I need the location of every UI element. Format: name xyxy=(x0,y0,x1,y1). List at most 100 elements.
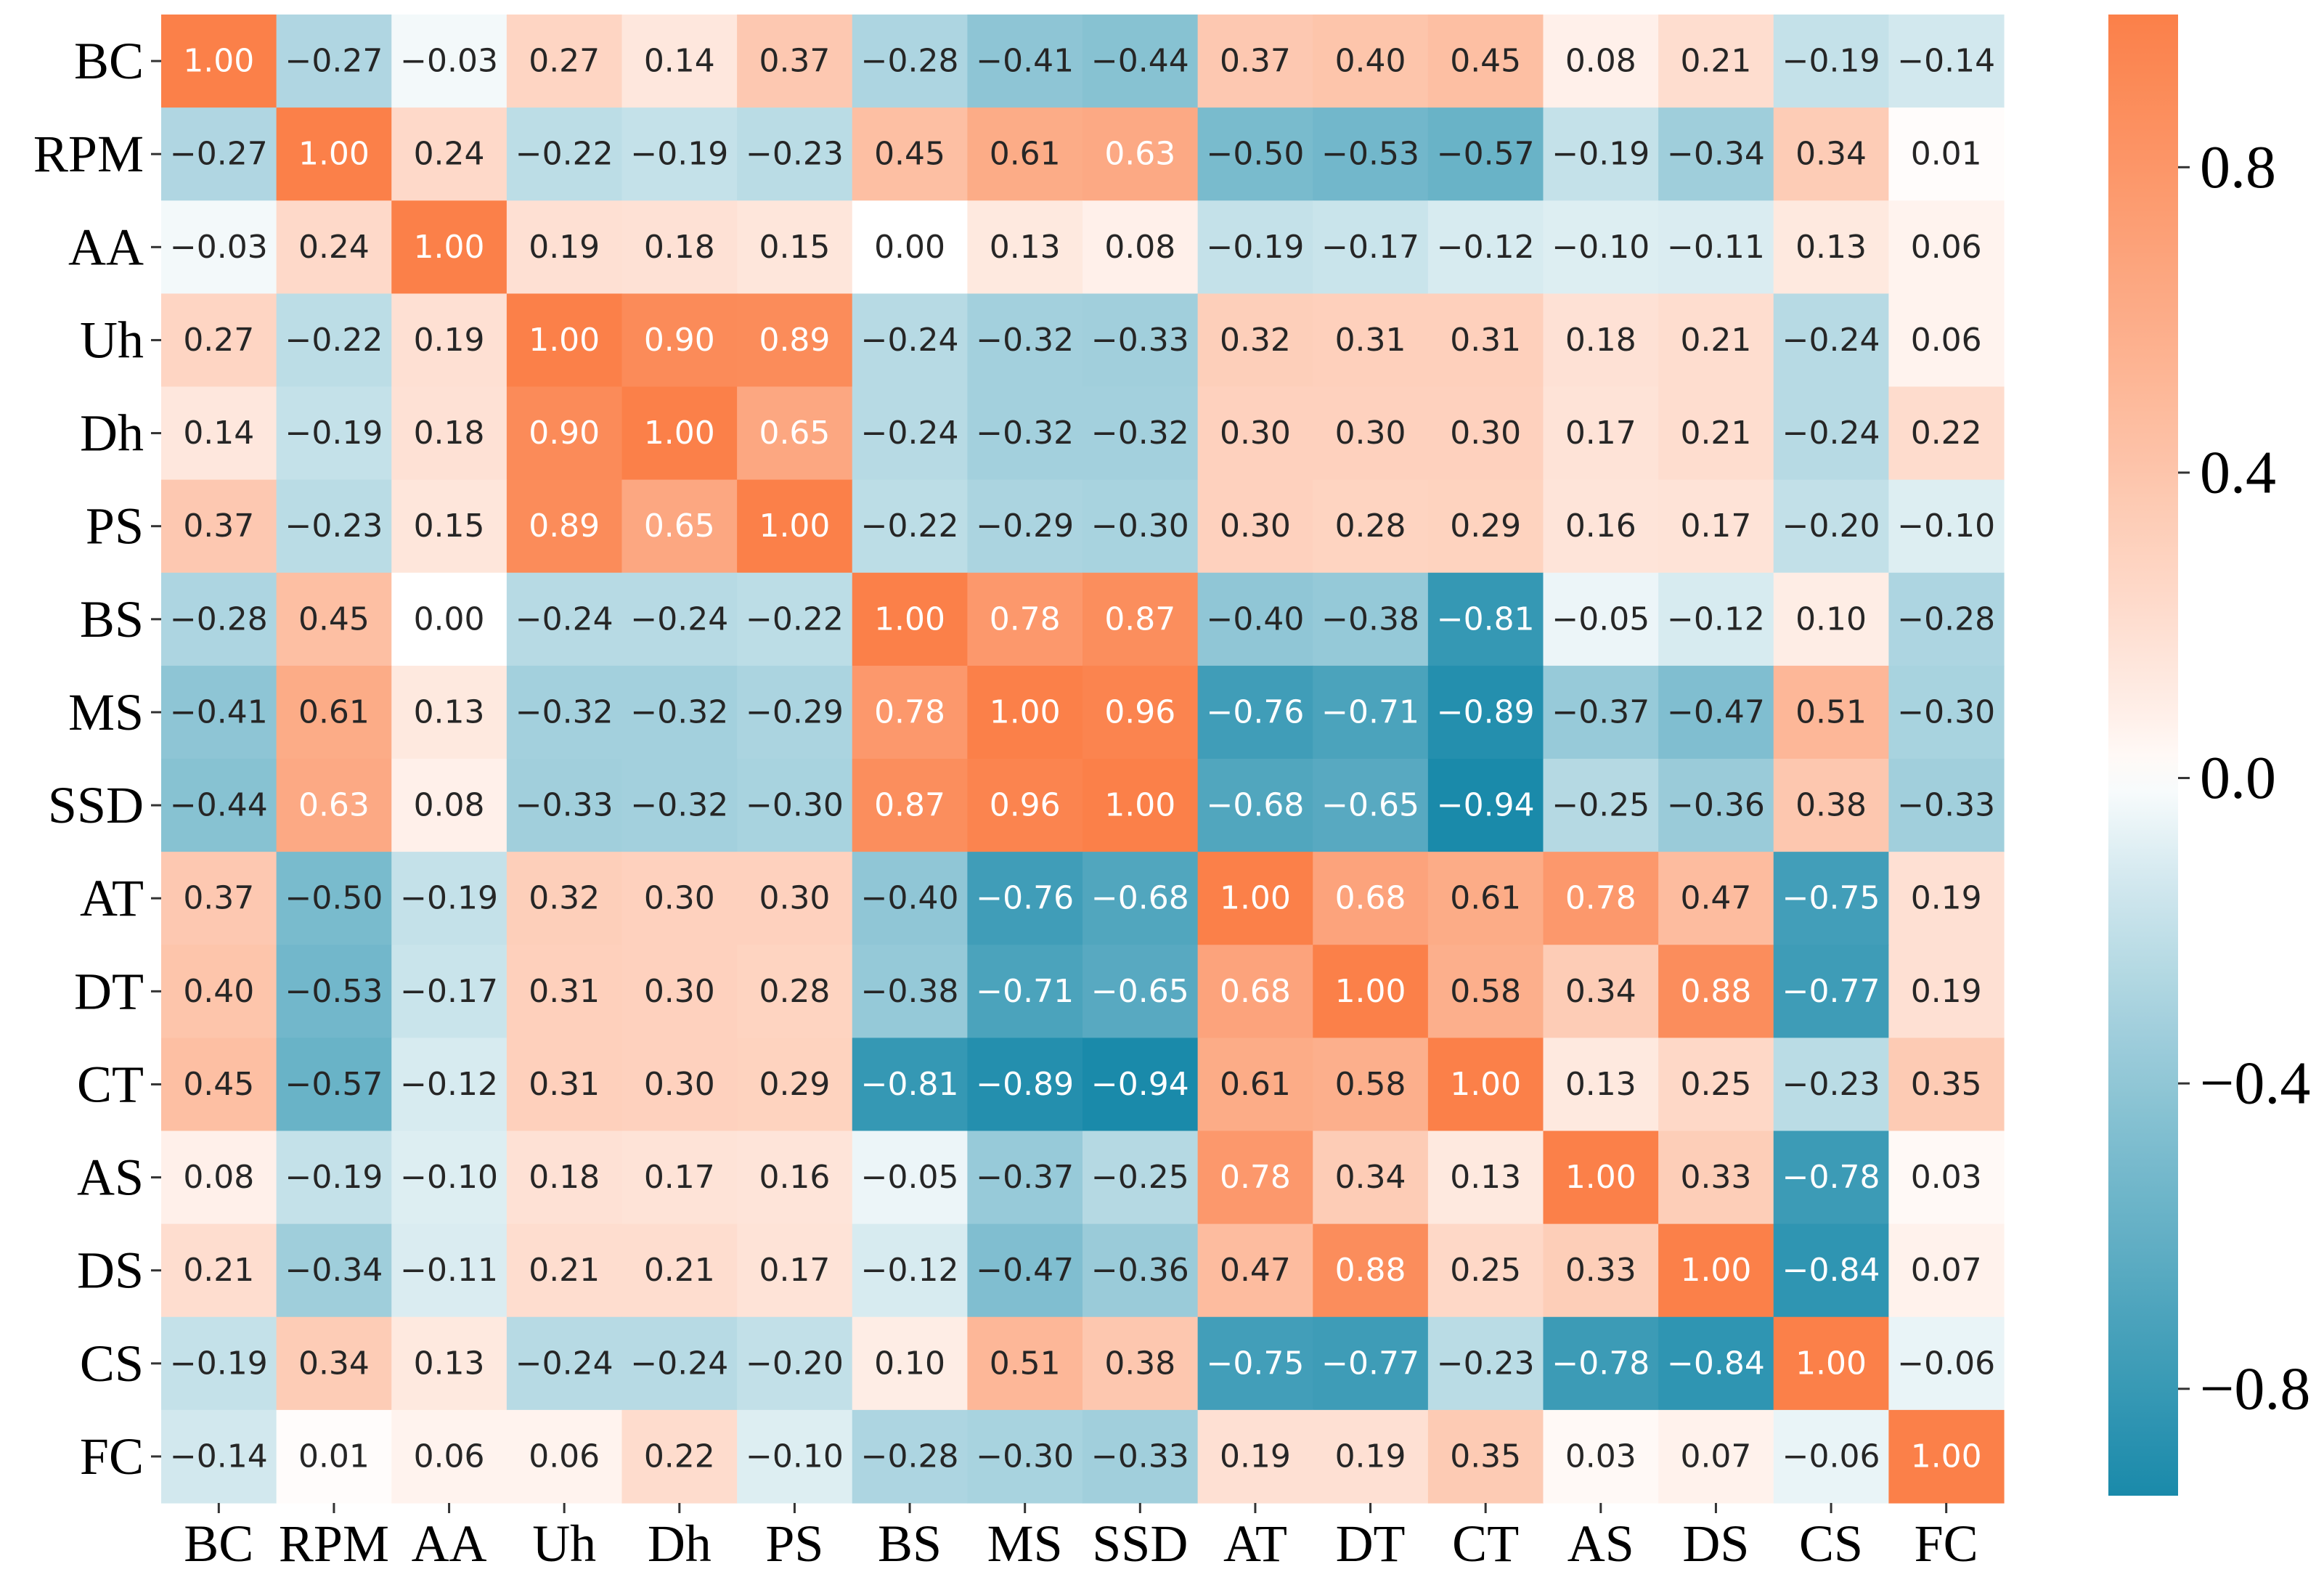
heatmap-cell-AT-BS xyxy=(852,852,968,945)
cell-value-AA-RPM: 0.24 xyxy=(298,229,370,266)
cell-value-CS-CT: −0.23 xyxy=(1437,1345,1535,1382)
heatmap-cell-RPM-FC xyxy=(1888,107,2005,201)
cell-value-Dh-BC: 0.14 xyxy=(183,415,254,452)
heatmap-cell-BS-MS xyxy=(967,572,1083,667)
x-tick-label-Dh: Dh xyxy=(648,1515,712,1573)
heatmap-cell-AS-AT xyxy=(1197,1130,1313,1225)
cell-value-AA-SSD: 0.08 xyxy=(1104,229,1175,266)
heatmap-cell-AT-Uh xyxy=(506,852,623,945)
cell-value-BC-Dh: 0.14 xyxy=(644,43,715,80)
cell-value-RPM-RPM: 1.00 xyxy=(298,136,370,173)
heatmap-cell-PS-BS xyxy=(852,479,968,574)
cell-value-RPM-BC: −0.27 xyxy=(170,136,268,173)
cell-value-MS-PS: −0.29 xyxy=(746,693,844,730)
heatmap-cell-BS-RPM xyxy=(276,572,392,667)
cell-value-CT-Dh: 0.30 xyxy=(644,1066,715,1103)
heatmap-cell-BS-AS xyxy=(1543,572,1659,667)
heatmap-cell-Dh-BC xyxy=(161,386,277,481)
heatmap-cell-AA-Dh xyxy=(621,200,738,294)
cell-value-RPM-MS: 0.61 xyxy=(990,136,1061,173)
heatmap-cell-SSD-DS xyxy=(1658,759,1774,852)
cell-value-DS-SSD: −0.36 xyxy=(1091,1252,1189,1289)
heatmap-cell-Uh-FC xyxy=(1888,293,2005,388)
heatmap-cell-CS-AA xyxy=(391,1316,507,1411)
heatmap-cell-CS-DS xyxy=(1658,1316,1774,1411)
cell-value-RPM-CS: 0.34 xyxy=(1795,136,1867,173)
cell-value-RPM-DS: −0.34 xyxy=(1667,136,1765,173)
heatmap-cell-FC-CS xyxy=(1773,1409,1889,1504)
cell-value-RPM-CT: −0.57 xyxy=(1437,136,1535,173)
cell-value-Dh-AT: 0.30 xyxy=(1220,415,1291,452)
y-tick-label-RPM: RPM xyxy=(33,125,144,183)
cell-value-BC-BS: −0.28 xyxy=(861,43,959,80)
cell-value-AA-PS: 0.15 xyxy=(759,229,830,266)
cell-value-MS-CS: 0.51 xyxy=(1795,693,1867,730)
y-tick-label-DT: DT xyxy=(74,962,144,1020)
heatmap-cell-Dh-MS xyxy=(967,386,1083,481)
heatmap-cell-SSD-CT xyxy=(1427,759,1544,852)
heatmap-cell-CS-RPM xyxy=(276,1316,392,1411)
heatmap-cell-AA-AA xyxy=(391,200,507,294)
heatmap-cell-AA-SSD xyxy=(1083,200,1199,294)
cell-value-SSD-AA: 0.08 xyxy=(414,787,485,824)
x-tick-label-DS: DS xyxy=(1682,1515,1749,1573)
heatmap-cell-Dh-CS xyxy=(1773,386,1889,481)
cell-value-DT-CS: −0.77 xyxy=(1782,973,1880,1010)
cell-value-BC-CT: 0.45 xyxy=(1450,43,1521,80)
cell-value-Dh-FC: 0.22 xyxy=(1911,415,1982,452)
heatmap-cell-BS-DT xyxy=(1313,572,1429,667)
heatmap-cell-RPM-MS xyxy=(967,107,1083,201)
heatmap-cell-CT-SSD xyxy=(1083,1038,1199,1132)
cell-value-BS-FC: −0.28 xyxy=(1897,600,1995,637)
x-tick-label-MS: MS xyxy=(987,1515,1063,1573)
cell-value-SSD-SSD: 1.00 xyxy=(1104,787,1175,824)
cell-value-PS-FC: −0.10 xyxy=(1897,508,1995,545)
heatmap-cell-CS-SSD xyxy=(1083,1316,1199,1411)
x-tick-label-DT: DT xyxy=(1336,1515,1406,1573)
cell-value-SSD-Uh: −0.33 xyxy=(515,787,613,824)
cell-value-PS-MS: −0.29 xyxy=(976,508,1074,545)
cell-value-MS-DS: −0.47 xyxy=(1667,693,1765,730)
cell-value-BS-BS: 1.00 xyxy=(874,600,945,637)
heatmap-cell-CT-AT xyxy=(1197,1038,1313,1132)
x-tick-label-AA: AA xyxy=(412,1515,487,1573)
cell-value-SSD-RPM: 0.63 xyxy=(298,787,370,824)
cell-value-CT-SSD: −0.94 xyxy=(1091,1066,1189,1103)
cell-value-PS-DT: 0.28 xyxy=(1335,508,1406,545)
heatmap-cell-FC-DS xyxy=(1658,1409,1774,1504)
heatmap-cell-SSD-DT xyxy=(1313,759,1429,852)
cell-value-CT-AT: 0.61 xyxy=(1220,1066,1291,1103)
cell-value-AS-DT: 0.34 xyxy=(1335,1159,1406,1196)
heatmap-cell-BS-DS xyxy=(1658,572,1774,667)
cell-value-BS-SSD: 0.87 xyxy=(1104,600,1175,637)
cell-value-Uh-Dh: 0.90 xyxy=(644,322,715,359)
cell-value-AA-MS: 0.13 xyxy=(990,229,1061,266)
cell-value-PS-Dh: 0.65 xyxy=(644,508,715,545)
cell-value-AT-PS: 0.30 xyxy=(759,880,830,917)
cell-value-CT-AA: −0.12 xyxy=(400,1066,498,1103)
cell-value-AA-BS: 0.00 xyxy=(874,229,945,266)
heatmap-cell-PS-MS xyxy=(967,479,1083,574)
heatmap-cell-AS-BS xyxy=(852,1130,968,1225)
x-tick-label-AT: AT xyxy=(1223,1515,1287,1573)
heatmap-cell-RPM-SSD xyxy=(1083,107,1199,201)
heatmap-cell-DS-DT xyxy=(1313,1223,1429,1318)
cell-value-DT-CT: 0.58 xyxy=(1450,973,1521,1010)
heatmap-cell-CT-BS xyxy=(852,1038,968,1132)
colorbar-tick-label: 0.0 xyxy=(2200,744,2276,812)
cell-value-BC-AS: 0.08 xyxy=(1565,43,1636,80)
cell-value-Uh-DT: 0.31 xyxy=(1335,322,1406,359)
cell-value-CS-MS: 0.51 xyxy=(990,1345,1061,1382)
x-axis-ticks: BC RPM AA Uh Dh PS BS MS SSD AT DT CT AS DS CS FC xyxy=(184,1503,1978,1573)
heatmap-cell-BC-RPM xyxy=(276,15,392,108)
heatmap-cell-Dh-CT xyxy=(1427,386,1544,481)
heatmap-cell-PS-AA xyxy=(391,479,507,574)
cell-value-DT-PS: 0.28 xyxy=(759,973,830,1010)
cell-value-CS-BS: 0.10 xyxy=(874,1345,945,1382)
heatmap-cell-AS-BC xyxy=(161,1130,277,1225)
cell-value-AA-AA: 1.00 xyxy=(414,229,485,266)
cell-value-BC-DS: 0.21 xyxy=(1680,43,1751,80)
cell-value-Dh-CT: 0.30 xyxy=(1450,415,1521,452)
heatmap-cell-Dh-AA xyxy=(391,386,507,481)
cell-value-DS-PS: 0.17 xyxy=(759,1252,830,1289)
